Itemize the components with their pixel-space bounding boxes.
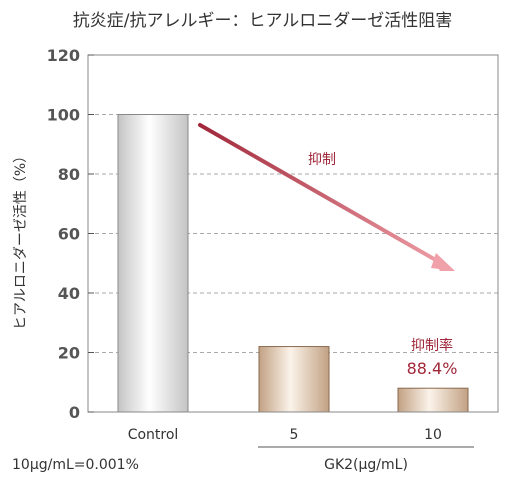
x-category-label: 5 xyxy=(290,427,299,443)
y-tick-label: 120 xyxy=(47,46,80,65)
inhibition-rate-label: 抑制率 xyxy=(411,337,453,354)
bar xyxy=(117,114,189,413)
bar xyxy=(397,387,469,413)
x-category-label: Control xyxy=(128,427,179,443)
y-tick-label: 40 xyxy=(58,284,80,303)
inhibition-label: 抑制 xyxy=(308,152,336,168)
chart-title: 抗炎症/抗アレルギー：ヒアルロニダーゼ活性阻害 xyxy=(72,11,453,31)
y-tick-label: 80 xyxy=(58,165,80,184)
bar xyxy=(258,346,330,413)
arrow-head-tip xyxy=(431,253,455,271)
y-tick-label: 60 xyxy=(58,225,80,244)
y-tick-label: 20 xyxy=(58,344,80,363)
concentration-footnote: 10μg/mL=0.001% xyxy=(12,457,139,473)
inhibition-arrow xyxy=(198,123,443,265)
y-tick-label: 0 xyxy=(69,403,80,422)
inhibition-rate-value: 88.4% xyxy=(407,359,458,378)
gk2-group-label: GK2(μg/mL) xyxy=(324,457,408,473)
x-category-label: 10 xyxy=(424,427,442,443)
y-tick-label: 100 xyxy=(47,106,80,125)
